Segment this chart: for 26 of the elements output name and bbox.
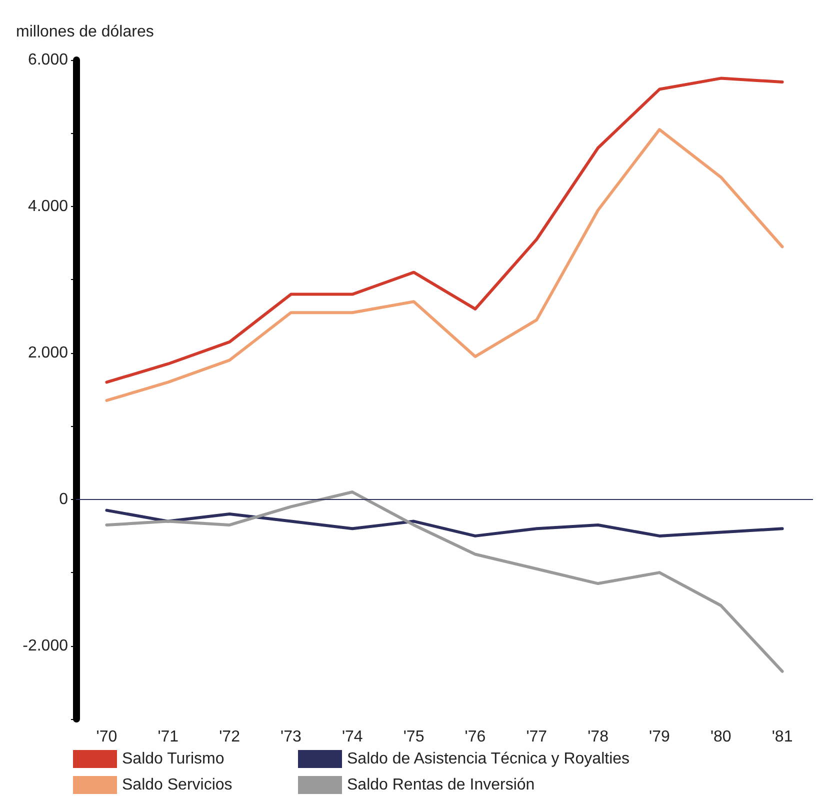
line-series [105, 508, 784, 538]
line-series [105, 128, 784, 402]
y-tick-label: 6.000 [28, 52, 68, 68]
x-tick-label: '80 [710, 728, 732, 746]
x-tick-label: '79 [649, 728, 670, 746]
x-tick-label: '70 [96, 728, 118, 746]
legend-label: Saldo Servicios [122, 776, 232, 794]
x-tick-label: '72 [219, 728, 240, 746]
legend-label: Saldo Turismo [122, 750, 224, 768]
x-tick-label: '73 [280, 728, 302, 746]
line-series [105, 76, 784, 384]
x-tick-label: '78 [588, 728, 609, 746]
x-tick-label: '77 [526, 728, 548, 746]
y-tick-label: 0 [59, 490, 68, 508]
legend-label: Saldo de Asistencia Técnica y Royalties [347, 750, 630, 768]
x-tick-label: '76 [464, 728, 486, 746]
line-series [105, 490, 784, 673]
x-tick-label: '75 [403, 728, 424, 746]
x-tick-label: '74 [342, 728, 363, 746]
y-tick-label: -2.000 [22, 637, 68, 654]
y-axis-title: millones de dólares [16, 24, 154, 40]
y-tick-label: 2.000 [28, 344, 68, 362]
y-tick-label: 4.000 [28, 198, 68, 215]
x-tick-label: '81 [772, 728, 793, 746]
legend-label: Saldo Rentas de Inversión [347, 776, 535, 794]
x-tick-label: '71 [158, 728, 179, 746]
